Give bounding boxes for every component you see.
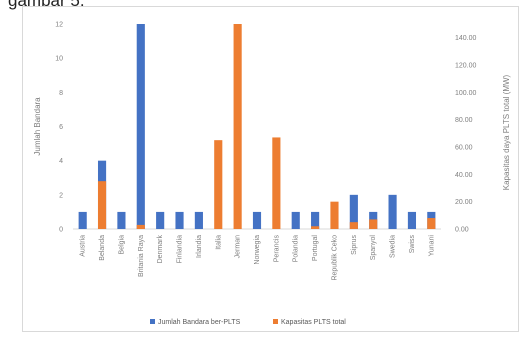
x-tick-label: Republik Ceko bbox=[331, 235, 338, 281]
bar-kapasitas-plts bbox=[349, 222, 358, 229]
x-tick-label: Irlandia bbox=[196, 235, 203, 258]
x-tick-label: Portugal bbox=[312, 235, 319, 262]
bar-jumlah-bandara bbox=[407, 211, 417, 229]
bar-jumlah-bandara bbox=[349, 194, 358, 229]
x-tick-label: Austria bbox=[80, 235, 87, 257]
bar-kapasitas-plts bbox=[97, 181, 107, 229]
x-tick-label: Norwegia bbox=[254, 235, 261, 265]
bar-jumlah-bandara bbox=[388, 194, 397, 229]
x-tick-label: Swiss bbox=[409, 235, 416, 254]
y2-tick-label: 0.00 bbox=[455, 227, 469, 234]
x-tick-label: Yunani bbox=[428, 235, 435, 257]
bar-kapasitas-plts bbox=[136, 224, 145, 229]
x-tick-label: Belgia bbox=[118, 235, 125, 255]
x-tick-label: Britania Raya bbox=[138, 235, 145, 277]
y-tick-label: 2 bbox=[59, 192, 63, 199]
figure-caption: gambar 5. bbox=[8, 0, 85, 10]
x-tick-label: Italia bbox=[215, 235, 222, 250]
x-tick-label: Belanda bbox=[99, 235, 106, 261]
y2-tick-label: 140.00 bbox=[455, 35, 477, 42]
bar-jumlah-bandara bbox=[291, 211, 300, 229]
bar-jumlah-bandara bbox=[78, 211, 87, 229]
legend-label-kapasitas: Kapasitas PLTS total bbox=[281, 319, 346, 326]
y-axis-title: Jumlah Bandara bbox=[33, 97, 42, 156]
bar-kapasitas-plts bbox=[311, 226, 320, 229]
y2-tick-label: 40.00 bbox=[455, 172, 473, 179]
bar-jumlah-bandara bbox=[252, 211, 262, 229]
x-tick-label: Siprus bbox=[351, 235, 358, 255]
y-tick-label: 12 bbox=[55, 22, 63, 29]
x-tick-label: Perancis bbox=[273, 234, 280, 262]
bar-jumlah-bandara bbox=[311, 211, 320, 229]
x-tick-label: Swedia bbox=[390, 235, 397, 258]
bar-jumlah-bandara bbox=[136, 24, 145, 229]
legend-swatch-jumlah bbox=[150, 319, 155, 324]
x-tick-label: Finlandia bbox=[177, 235, 184, 264]
bar-jumlah-bandara bbox=[175, 211, 184, 229]
y-tick-label: 8 bbox=[59, 90, 63, 97]
y2-tick-label: 120.00 bbox=[455, 63, 477, 70]
bar-jumlah-bandara bbox=[156, 211, 165, 229]
bar-kapasitas-plts bbox=[427, 218, 436, 229]
x-tick-label: Polandia bbox=[293, 235, 300, 262]
chart-frame: 0 2 4 6 8 10 12 0.00 20.00 40.00 60.00 80.00 100.00 1… bbox=[22, 6, 519, 332]
bar-kapasitas-plts bbox=[330, 201, 339, 229]
bar-kapasitas-plts bbox=[369, 219, 378, 229]
legend-label-jumlah: Jumlah Bandara ber-PLTS bbox=[158, 319, 241, 326]
bar-kapasitas-plts bbox=[233, 24, 242, 229]
bar-chart: 0246810120.0020.0040.0060.0080.00100.001… bbox=[33, 22, 511, 327]
x-tick-label: Spanyol bbox=[370, 235, 377, 261]
y2-tick-label: 100.00 bbox=[455, 90, 477, 97]
y2-tick-label: 80.00 bbox=[455, 117, 473, 124]
y2-axis-title: Kapasitas daya PLTS total (MW) bbox=[502, 74, 511, 190]
y2-tick-label: 60.00 bbox=[455, 145, 473, 152]
legend-swatch-kapasitas bbox=[273, 319, 278, 324]
bar-jumlah-bandara bbox=[117, 211, 126, 229]
bar-kapasitas-plts bbox=[272, 137, 281, 229]
x-tick-label: Jerman bbox=[235, 235, 242, 258]
y-tick-label: 0 bbox=[59, 227, 63, 234]
y-tick-label: 10 bbox=[55, 56, 63, 63]
bar-jumlah-bandara bbox=[194, 211, 203, 229]
bar-kapasitas-plts bbox=[214, 140, 223, 229]
y2-tick-label: 20.00 bbox=[455, 199, 473, 206]
y-tick-label: 6 bbox=[59, 124, 63, 131]
y-tick-label: 4 bbox=[59, 158, 63, 165]
x-tick-label: Denmark bbox=[157, 235, 164, 264]
